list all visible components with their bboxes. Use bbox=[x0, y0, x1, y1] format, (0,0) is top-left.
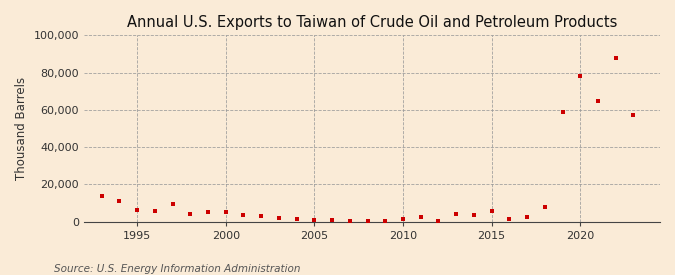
Point bbox=[504, 217, 515, 222]
Point bbox=[238, 213, 249, 218]
Point bbox=[575, 74, 586, 79]
Point bbox=[167, 202, 178, 206]
Point bbox=[309, 218, 320, 222]
Y-axis label: Thousand Barrels: Thousand Barrels bbox=[15, 77, 28, 180]
Point bbox=[433, 219, 444, 223]
Text: Source: U.S. Energy Information Administration: Source: U.S. Energy Information Administ… bbox=[54, 264, 300, 274]
Point bbox=[557, 109, 568, 114]
Point bbox=[273, 216, 284, 220]
Point bbox=[380, 219, 391, 223]
Point bbox=[398, 217, 408, 221]
Point bbox=[220, 210, 231, 214]
Point bbox=[593, 98, 603, 103]
Point bbox=[539, 205, 550, 209]
Point bbox=[451, 212, 462, 216]
Point bbox=[522, 215, 533, 219]
Point bbox=[468, 213, 479, 218]
Point bbox=[132, 207, 142, 212]
Point bbox=[344, 219, 355, 223]
Point bbox=[486, 209, 497, 214]
Point bbox=[291, 217, 302, 221]
Point bbox=[97, 193, 107, 198]
Point bbox=[149, 208, 160, 213]
Point bbox=[185, 212, 196, 216]
Point bbox=[610, 56, 621, 60]
Point bbox=[114, 199, 125, 204]
Point bbox=[628, 113, 639, 118]
Point bbox=[415, 215, 426, 219]
Title: Annual U.S. Exports to Taiwan of Crude Oil and Petroleum Products: Annual U.S. Exports to Taiwan of Crude O… bbox=[127, 15, 617, 30]
Point bbox=[327, 218, 338, 222]
Point bbox=[202, 210, 213, 214]
Point bbox=[256, 214, 267, 218]
Point bbox=[362, 219, 373, 223]
